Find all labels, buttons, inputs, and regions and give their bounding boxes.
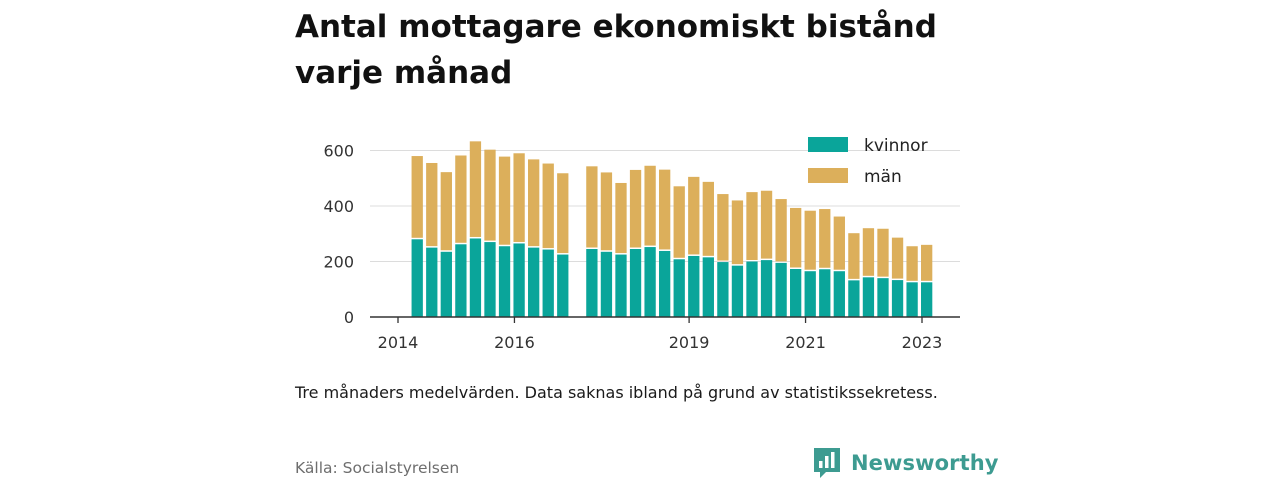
bar-man: [528, 159, 540, 247]
newsworthy-logo-icon: [814, 448, 840, 478]
bar-man: [513, 153, 525, 242]
bar-kvinnor: [644, 247, 656, 317]
bar-man: [688, 176, 700, 255]
bar-chart: 0 200 400 600 2014 2016 2019 2021 2023 kvinnor mä…: [323, 136, 960, 352]
bar-man: [746, 192, 758, 260]
x-tick-label: 2023: [902, 333, 943, 352]
y-tick-label: 600: [323, 142, 354, 161]
legend-swatch-kvinnor: [808, 137, 848, 152]
bar-man: [440, 172, 452, 251]
bar-man: [484, 149, 496, 241]
bar-kvinnor: [921, 282, 933, 317]
bar-kvinnor: [877, 278, 889, 317]
source-credit: Källa: Socialstyrelsen: [295, 459, 460, 477]
x-tick-label: 2021: [785, 333, 826, 352]
bar-man: [586, 166, 598, 248]
bar-kvinnor: [775, 262, 787, 317]
bar-man: [498, 156, 511, 245]
bar-man: [629, 169, 642, 248]
bar-man: [673, 186, 685, 258]
bar-man: [702, 181, 714, 256]
bar-kvinnor: [804, 271, 816, 317]
bar-man: [644, 165, 656, 246]
bar-kvinnor: [615, 254, 627, 317]
bar-kvinnor: [790, 268, 802, 317]
bar-kvinnor: [528, 247, 540, 317]
x-tick-label: 2014: [378, 333, 419, 352]
bar-man: [833, 216, 845, 270]
bar-man: [615, 182, 627, 254]
bar-man: [891, 237, 904, 279]
bar-man: [877, 228, 889, 277]
legend-label: kvinnor: [864, 136, 928, 156]
bar-man: [542, 163, 554, 249]
bar-man: [760, 190, 773, 259]
bar-man: [731, 200, 744, 265]
bar-kvinnor: [717, 262, 729, 317]
bar-kvinnor: [906, 282, 918, 317]
y-tick-label: 0: [344, 308, 354, 327]
bar-man: [819, 209, 831, 268]
y-tick-label: 400: [323, 197, 354, 216]
bar-man: [600, 172, 613, 251]
x-tick-label: 2016: [494, 333, 535, 352]
brand-name: Newsworthy: [851, 451, 999, 475]
bar-kvinnor: [411, 239, 423, 317]
bar-kvinnor: [440, 251, 452, 317]
bar-kvinnor: [629, 249, 642, 317]
bar-man: [906, 246, 918, 281]
bar-man: [790, 207, 802, 268]
legend-swatch-man: [808, 168, 848, 183]
bar-kvinnor: [819, 269, 831, 317]
bar-kvinnor: [688, 255, 700, 317]
bar-kvinnor: [746, 261, 758, 317]
y-tick-label: 200: [323, 253, 354, 272]
chart-note: Tre månaders medelvärden. Data saknas ib…: [295, 383, 938, 402]
bar-man: [775, 199, 787, 262]
bar-kvinnor: [659, 250, 671, 317]
bar-man: [921, 244, 933, 281]
bar-kvinnor: [673, 259, 685, 317]
bar-kvinnor: [484, 242, 496, 317]
legend-label: män: [864, 167, 902, 187]
bar-kvinnor: [848, 280, 860, 317]
bar-man: [455, 155, 467, 243]
bar-kvinnor: [542, 249, 554, 317]
axes: 0 200 400 600 2014 2016 2019 2021 2023: [323, 142, 960, 352]
bar-man: [426, 162, 438, 247]
bar-kvinnor: [513, 243, 525, 317]
chart-title: Antal mottagare ekonomiskt bistånd varje…: [295, 9, 937, 91]
x-tick-label: 2019: [669, 333, 710, 352]
bar-man: [557, 173, 569, 254]
bar-man: [804, 210, 816, 270]
bar-kvinnor: [862, 277, 875, 317]
bar-kvinnor: [833, 271, 845, 317]
bars: [411, 141, 933, 317]
bar-kvinnor: [891, 280, 904, 317]
bar-kvinnor: [600, 251, 613, 317]
newsworthy-brand[interactable]: Newsworthy: [812, 446, 999, 480]
bar-man: [411, 156, 423, 238]
bar-kvinnor: [426, 247, 438, 317]
bar-kvinnor: [455, 244, 467, 317]
bar-man: [469, 141, 482, 237]
bar-kvinnor: [586, 249, 598, 317]
bar-kvinnor: [469, 238, 482, 317]
bar-kvinnor: [760, 260, 773, 317]
legend: kvinnor män: [808, 136, 928, 187]
bar-kvinnor: [702, 257, 714, 317]
bar-man: [659, 169, 671, 250]
bar-man: [848, 233, 860, 279]
bar-man: [717, 194, 729, 261]
bar-kvinnor: [731, 265, 744, 317]
bar-kvinnor: [557, 254, 569, 317]
bar-man: [862, 228, 875, 276]
bar-kvinnor: [498, 246, 511, 317]
